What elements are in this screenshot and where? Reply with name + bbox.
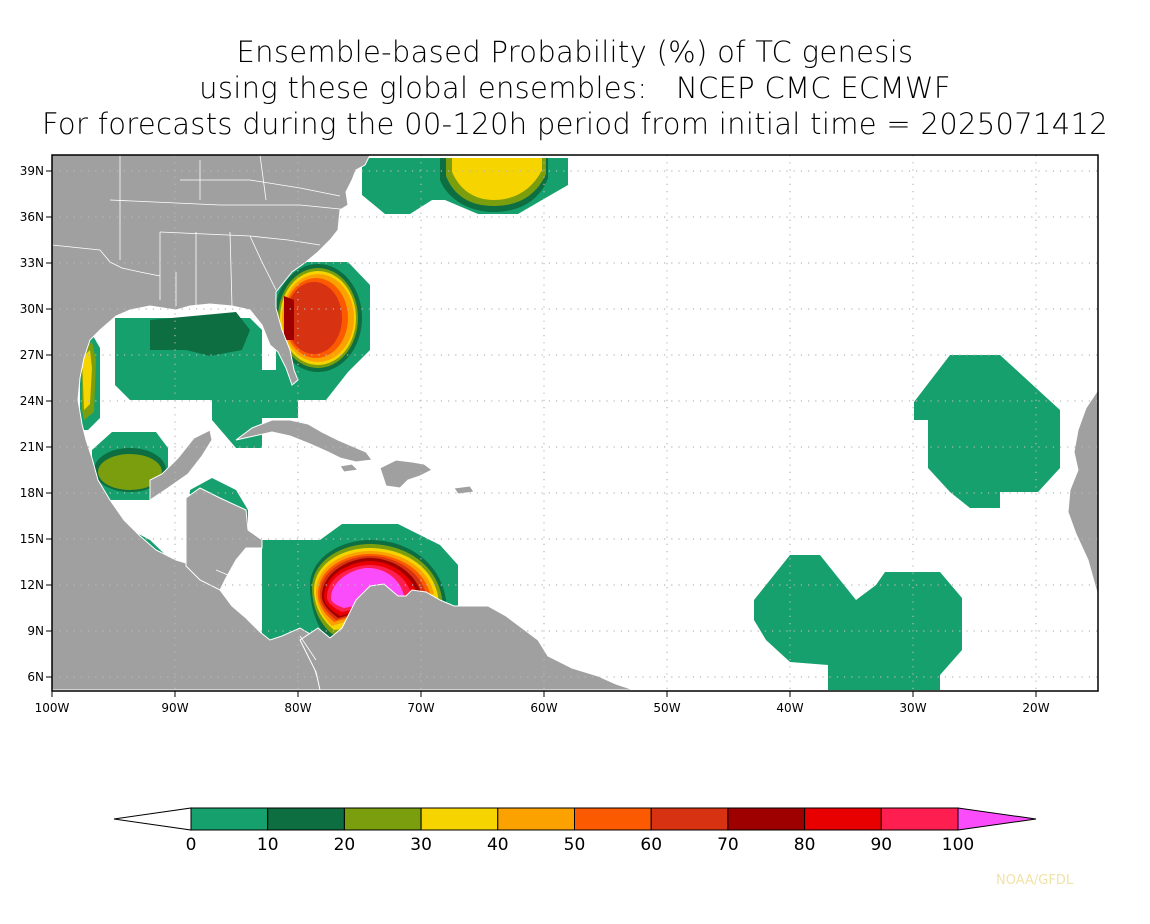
colorbar-label: 40 — [487, 835, 509, 855]
colorbar — [113, 807, 1037, 831]
south-america-land — [299, 583, 635, 691]
genesis-area-east-atlantic — [914, 355, 1060, 508]
lon-label: 50W — [653, 701, 680, 715]
lat-label: 36N — [20, 210, 44, 224]
chart-title: Ensemble-based Probability (%) of TC gen… — [0, 34, 1150, 142]
map-frame — [51, 154, 1099, 692]
colorbar-segment — [267, 807, 345, 831]
title-line-3: For forecasts during the 00-120h period … — [41, 107, 1109, 141]
colorbar-segment — [420, 807, 499, 831]
colorbar-segment — [343, 807, 422, 831]
lon-label: 80W — [284, 701, 311, 715]
lon-label: 20W — [1022, 701, 1049, 715]
central-america — [185, 487, 263, 591]
lat-label: 30N — [20, 302, 44, 316]
lat-label: 12N — [20, 578, 44, 592]
puerto-rico — [453, 485, 475, 495]
colorbar-segment — [190, 807, 269, 831]
colorbar-label: 20 — [334, 835, 356, 855]
colorbar-segment — [574, 807, 652, 831]
lon-label: 40W — [776, 701, 803, 715]
lat-label: 18N — [20, 486, 44, 500]
lat-label: 24N — [20, 394, 44, 408]
credit-label: NOAA/GFDL — [996, 873, 1074, 888]
lat-label: 15N — [20, 532, 44, 546]
colorbar-label: 60 — [640, 835, 662, 855]
axis-ticks — [46, 170, 1037, 697]
colorbar-label: 0 — [186, 835, 197, 855]
colorbar-segment — [727, 807, 806, 831]
colorbar-segment — [804, 807, 882, 831]
lat-label: 9N — [27, 624, 44, 638]
lon-label: 70W — [407, 701, 434, 715]
genesis-area-central-atlantic — [754, 555, 962, 690]
title-line-1: Ensemble-based Probability (%) of TC gen… — [236, 35, 914, 69]
genesis-area-gulf — [115, 318, 298, 448]
hispaniola — [379, 459, 433, 489]
lon-label: 100W — [35, 701, 70, 715]
colorbar-labels: 0 10 20 30 40 50 60 70 80 90 100 — [186, 835, 975, 855]
lon-label: 30W — [899, 701, 926, 715]
lat-label: 27N — [20, 348, 44, 362]
north-america-land — [52, 155, 371, 691]
lat-label: 21N — [20, 440, 44, 454]
lat-label: 33N — [20, 256, 44, 270]
longitude-labels: 100W 90W 80W 70W 60W 50W 40W 30W 20W — [35, 701, 1050, 715]
colorbar-right-arrow — [957, 807, 1037, 831]
colorbar-label: 80 — [794, 835, 816, 855]
colorbar-segment — [650, 807, 729, 831]
lat-label: 6N — [27, 670, 44, 684]
political-borders — [52, 155, 351, 661]
africa-land — [1067, 389, 1098, 597]
map-gridlines — [52, 155, 1098, 691]
colorbar-label: 100 — [942, 835, 974, 855]
colorbar-segment — [880, 807, 959, 831]
colorbar-segment — [497, 807, 575, 831]
title-line-2: using these global ensembles: NCEP CMC E… — [199, 71, 951, 105]
lon-label: 90W — [161, 701, 188, 715]
latitude-labels: 39N 36N 33N 30N 27N 24N 21N 18N 15N 12N … — [20, 164, 44, 684]
colorbar-left-arrow — [113, 807, 192, 831]
land-areas — [52, 155, 1098, 691]
colorbar-label: 30 — [410, 835, 432, 855]
colorbar-label: 90 — [870, 835, 892, 855]
lon-label: 60W — [530, 701, 557, 715]
colorbar-label: 70 — [717, 835, 739, 855]
jamaica — [339, 463, 360, 473]
colorbar-label: 50 — [564, 835, 586, 855]
map-plot-area — [52, 155, 1098, 691]
cuba — [235, 419, 373, 463]
colorbar-label: 10 — [257, 835, 279, 855]
lat-label: 39N — [20, 164, 44, 178]
